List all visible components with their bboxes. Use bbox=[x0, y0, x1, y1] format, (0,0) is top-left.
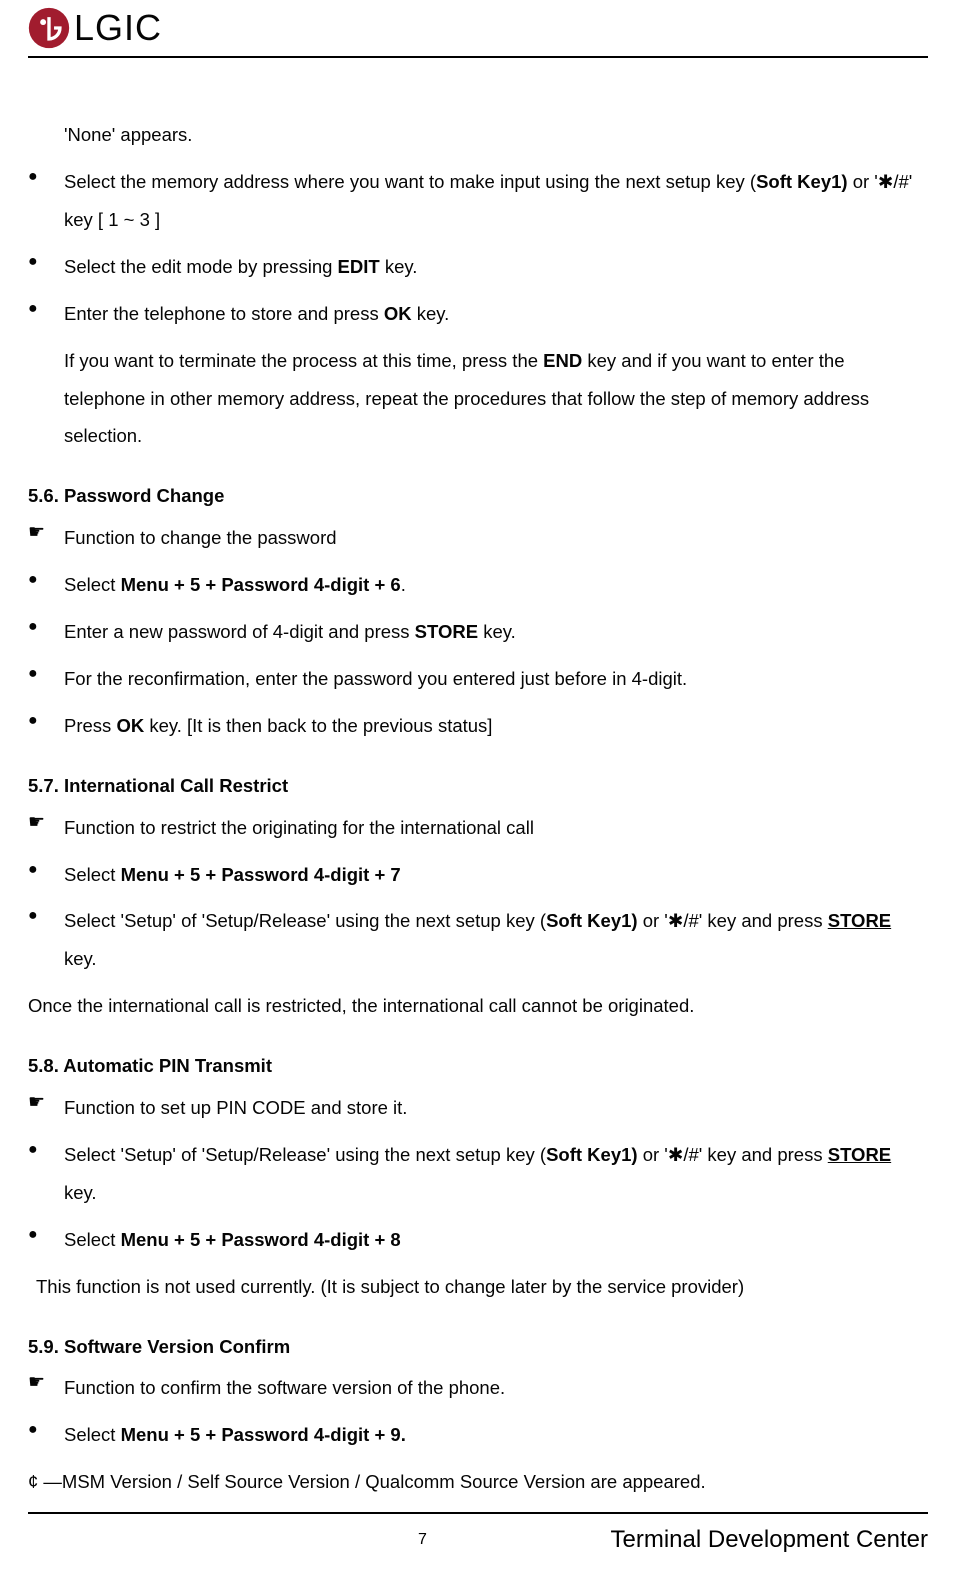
top-trailing-paragraph: If you want to terminate the process at … bbox=[28, 342, 928, 456]
bullet-icon: ● bbox=[28, 613, 64, 640]
bullet-icon: ● bbox=[28, 566, 64, 593]
bullet-row: ●Select Menu + 5 + Password 4-digit + 7 bbox=[28, 856, 928, 894]
bullet-row: ●Select Menu + 5 + Password 4-digit + 6. bbox=[28, 566, 928, 604]
bullet-icon: ● bbox=[28, 1221, 64, 1248]
bullet-icon: ● bbox=[28, 902, 64, 929]
bullet-row: ●Enter the telephone to store and press … bbox=[28, 295, 928, 333]
bullet-icon: ● bbox=[28, 856, 64, 883]
pointer-icon: ☛ bbox=[28, 519, 64, 546]
bullet-icon: ● bbox=[28, 248, 64, 275]
page-content: 'None' appears. ●Select the memory addre… bbox=[28, 116, 928, 1501]
pointer-text: Function to confirm the software version… bbox=[64, 1369, 928, 1407]
bullet-row: ●Select Menu + 5 + Password 4-digit + 8 bbox=[28, 1221, 928, 1259]
bullet-text: Enter the telephone to store and press O… bbox=[64, 295, 928, 333]
bullet-text: Enter a new password of 4-digit and pres… bbox=[64, 613, 928, 651]
bullet-row: ●Select Menu + 5 + Password 4-digit + 9. bbox=[28, 1416, 928, 1454]
bullet-text: Select the edit mode by pressing EDIT ke… bbox=[64, 248, 928, 286]
bullet-text: Select Menu + 5 + Password 4-digit + 7 bbox=[64, 856, 928, 894]
bullet-row: ●For the reconfirmation, enter the passw… bbox=[28, 660, 928, 698]
bullet-icon: ● bbox=[28, 1416, 64, 1443]
heading-5-6: 5.6. Password Change bbox=[28, 483, 928, 510]
pointer-row: ☛ Function to confirm the software versi… bbox=[28, 1369, 928, 1407]
bullet-icon: ● bbox=[28, 1136, 64, 1163]
bullet-icon: ● bbox=[28, 163, 64, 190]
section-note: Once the international call is restricte… bbox=[28, 987, 928, 1025]
bullet-row: ●Select 'Setup' of 'Setup/Release' using… bbox=[28, 1136, 928, 1212]
pointer-icon: ☛ bbox=[28, 1369, 64, 1396]
pointer-row: ☛ Function to restrict the originating f… bbox=[28, 809, 928, 847]
bullet-row: ●Press OK key. [It is then back to the p… bbox=[28, 707, 928, 745]
bullet-row: ●Select the memory address where you wan… bbox=[28, 163, 928, 239]
bullet-icon: ● bbox=[28, 295, 64, 322]
bullet-text: Select Menu + 5 + Password 4-digit + 6. bbox=[64, 566, 928, 604]
bullet-row: ●Enter a new password of 4-digit and pre… bbox=[28, 613, 928, 651]
bullet-text: For the reconfirmation, enter the passwo… bbox=[64, 660, 928, 698]
pointer-row: ☛ Function to change the password bbox=[28, 519, 928, 557]
bullet-text: Select Menu + 5 + Password 4-digit + 8 bbox=[64, 1221, 928, 1259]
heading-5-7: 5.7. International Call Restrict bbox=[28, 773, 928, 800]
heading-5-8: 5.8. Automatic PIN Transmit bbox=[28, 1053, 928, 1080]
bullet-text: Select the memory address where you want… bbox=[64, 163, 928, 239]
bullet-icon: ● bbox=[28, 707, 64, 734]
bullet-text: Press OK key. [It is then back to the pr… bbox=[64, 707, 928, 745]
page-footer: 7 Terminal Development Center bbox=[28, 1512, 928, 1554]
bullet-row: ●Select the edit mode by pressing EDIT k… bbox=[28, 248, 928, 286]
pointer-text: Function to restrict the originating for… bbox=[64, 809, 928, 847]
bullet-icon: ● bbox=[28, 660, 64, 687]
brand-text: LGIC bbox=[74, 7, 162, 49]
page-number: 7 bbox=[418, 1531, 427, 1549]
page-header: LGIC bbox=[28, 0, 928, 58]
pointer-icon: ☛ bbox=[28, 809, 64, 836]
bullet-text: Select Menu + 5 + Password 4-digit + 9. bbox=[64, 1416, 928, 1454]
section-note: ¢ ―MSM Version / Self Source Version / Q… bbox=[28, 1463, 928, 1501]
heading-5-9: 5.9. Software Version Confirm bbox=[28, 1334, 928, 1361]
top-continuation-line: 'None' appears. bbox=[28, 116, 928, 154]
pointer-text: Function to set up PIN CODE and store it… bbox=[64, 1089, 928, 1127]
bullet-text: Select 'Setup' of 'Setup/Release' using … bbox=[64, 902, 928, 978]
bullet-text: Select 'Setup' of 'Setup/Release' using … bbox=[64, 1136, 928, 1212]
section-note: This function is not used currently. (It… bbox=[28, 1268, 928, 1306]
bullet-row: ●Select 'Setup' of 'Setup/Release' using… bbox=[28, 902, 928, 978]
pointer-text: Function to change the password bbox=[64, 519, 928, 557]
pointer-row: ☛ Function to set up PIN CODE and store … bbox=[28, 1089, 928, 1127]
lg-logo-icon bbox=[28, 7, 70, 49]
pointer-icon: ☛ bbox=[28, 1089, 64, 1116]
footer-right-text: Terminal Development Center bbox=[611, 1526, 928, 1554]
